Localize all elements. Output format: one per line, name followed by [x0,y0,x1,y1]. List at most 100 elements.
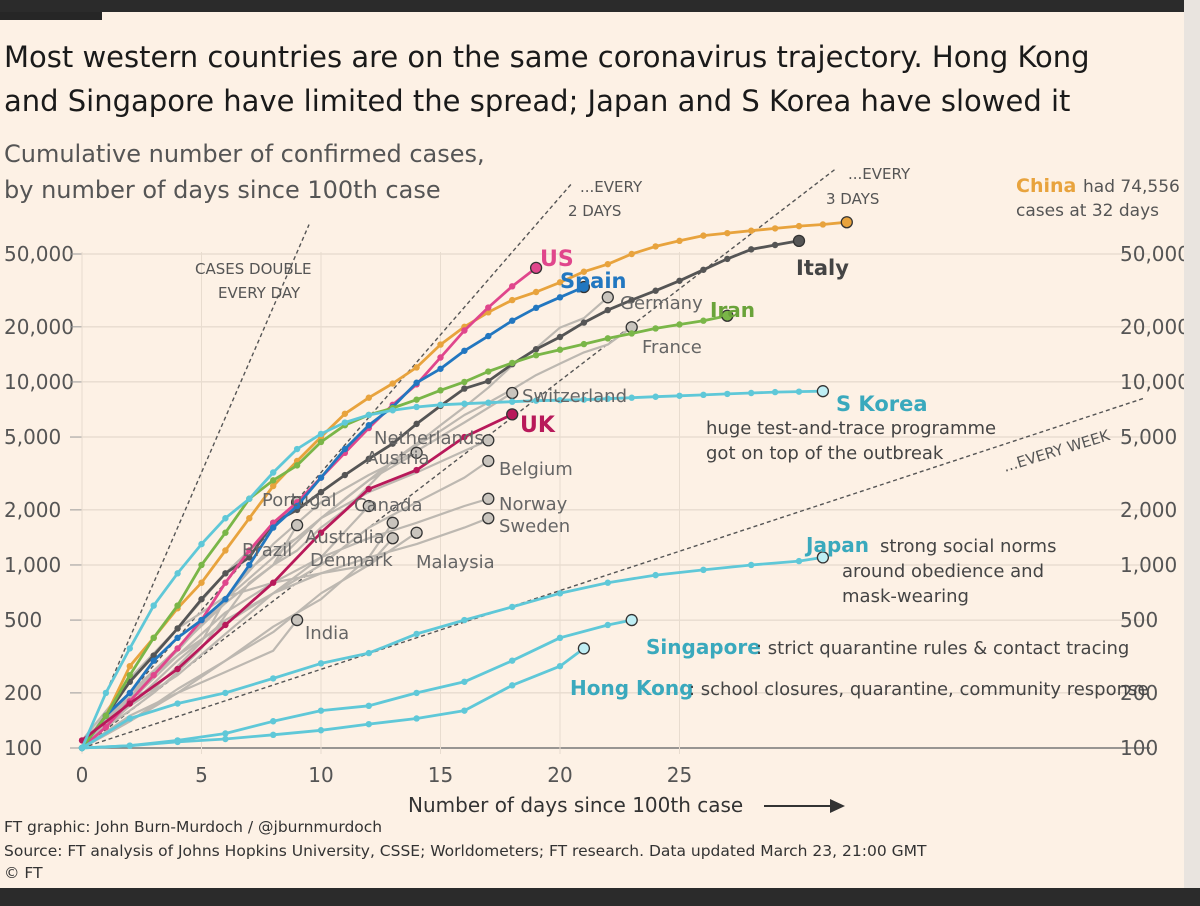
series-point [174,738,181,746]
series-label-switzerland: Switzerland [522,386,627,407]
series-endpoint [290,613,304,627]
series-china [78,216,853,752]
series-endpoint [577,642,591,655]
series-line [80,285,585,749]
series-point [270,718,277,725]
series-point [317,727,325,734]
series-point [676,321,683,328]
series-point [795,222,803,230]
y-tick-label-left: 500 [4,608,42,632]
ref-label-week: ...EVERY WEEK [1001,426,1113,476]
series-point [102,689,110,697]
series-point [724,390,731,398]
series-point [461,678,468,685]
series-point [198,616,205,624]
series-point [365,455,372,463]
series-point [126,645,133,652]
x-tick-label: 20 [547,763,572,787]
series-point [628,330,635,337]
y-tick-label-left: 20,000 [4,315,74,339]
series-point [461,616,468,624]
series-point [365,411,372,419]
series-point [270,477,277,484]
ft-chart-card: Most western countries are on the same c… [0,12,1184,888]
ref-label-3day-2: 3 DAYS [826,190,879,208]
series-point [652,287,659,294]
japan-note-1: strong social norms [880,536,1056,557]
series-point [293,462,301,469]
series-point [509,283,516,290]
series-point [413,466,420,474]
series-point [341,445,349,453]
series-point [150,634,157,642]
series-point [198,596,205,603]
series-point [795,388,803,395]
series-line [81,647,585,750]
series-point [485,377,492,385]
footer-credit: FT graphic: John Burn-Murdoch / @jburnmu… [4,818,383,836]
series-point [270,469,277,476]
series-point [222,735,229,743]
footer-source: Source: FT analysis of Johns Hopkins Uni… [4,842,927,860]
series-point [246,495,253,502]
y-tick-label-right: 2,000 [1120,498,1177,522]
ref-label-daily-2: EVERY DAY [218,284,301,302]
y-tick-label-right: 5,000 [1120,425,1177,449]
korea-note-1: huge test-and-trace programme [706,418,996,439]
series-point [270,524,277,531]
series-point [413,420,420,428]
series-point [485,332,492,340]
y-tick-label-left: 2,000 [4,498,61,522]
series-point [700,232,707,239]
series-point [485,399,492,406]
series-point [126,742,133,749]
series-point [174,625,181,632]
series-point [461,327,468,334]
series-label-germany: Germany [620,293,703,314]
series-point [604,335,611,342]
series-point [604,260,611,268]
series-endpoint [792,234,806,247]
ref-label-3day-1: ...EVERY [848,165,911,183]
series-point [389,440,396,447]
series-point [437,401,444,409]
x-tick-label: 5 [195,763,208,787]
series-point [795,557,803,565]
series-point [222,570,229,577]
series-point [485,304,492,311]
series-point [174,645,181,652]
y-tick-label-left: 200 [4,681,42,705]
series-endpoint [625,613,638,627]
series-label-hong-kong: Hong Kong [570,676,693,700]
y-tick-label-right: 10,000 [1120,370,1184,394]
series-point [819,221,827,228]
series-point [461,347,468,354]
series-point [413,715,420,722]
series-line [81,619,298,749]
series-point [413,403,420,411]
series-label-denmark: Denmark [310,550,393,571]
series-point [461,707,468,714]
headline-line-2: and Singapore have limited the spread; J… [4,84,1071,118]
hongkong-note: : school closures, quarantine, community… [689,679,1148,700]
y-tick-label-right: 200 [1120,681,1158,705]
series-endpoint [482,492,495,505]
series-endpoint [386,532,399,545]
series-point [509,296,516,304]
y-tick-label-left: 100 [4,736,42,760]
series-point [150,671,157,679]
series-label-australia: Australia [305,527,385,548]
series-line [81,413,513,742]
series-point [365,649,372,657]
series-point [365,702,372,710]
series-point [222,689,229,697]
series-point [222,529,229,536]
series-point [150,602,157,609]
ref-label-daily-1: CASES DOUBLE [195,260,311,278]
singapore-note: : strict quarantine rules & contact trac… [756,638,1129,659]
series-point [222,621,229,629]
series-point [317,438,325,446]
series-point [748,561,755,569]
series-endpoint [482,434,495,447]
y-tick-label-right: 50,000 [1120,242,1184,266]
